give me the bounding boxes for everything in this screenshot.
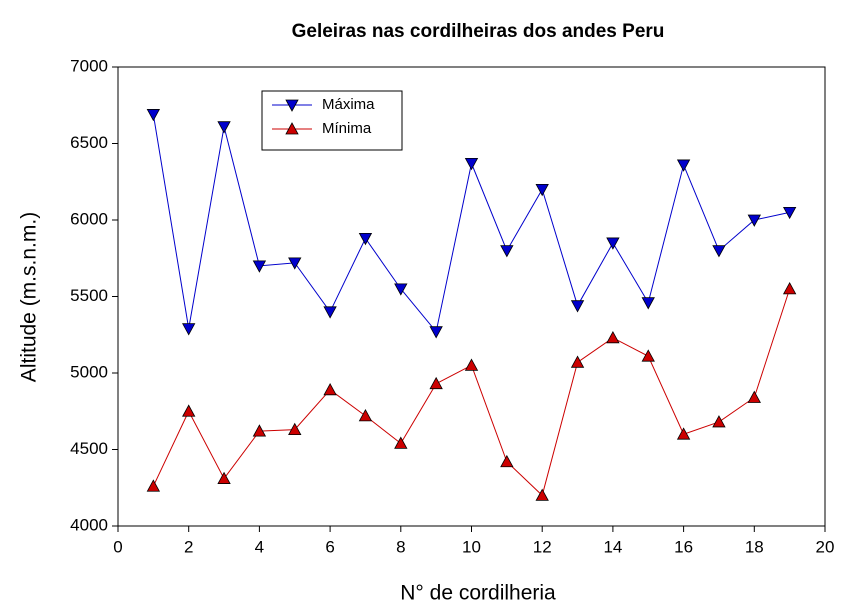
marker [288, 422, 302, 436]
x-tick-label: 18 [745, 537, 764, 556]
marker [712, 415, 726, 428]
x-tick-label: 8 [396, 537, 405, 556]
y-tick-label: 5000 [70, 362, 108, 381]
marker [712, 245, 726, 258]
marker [535, 488, 549, 501]
series-line [152, 288, 791, 497]
marker [606, 237, 620, 250]
y-tick-label: 7000 [70, 56, 108, 75]
y-tick-label: 6000 [70, 209, 108, 228]
marker [606, 330, 620, 344]
marker [641, 297, 655, 310]
marker [429, 326, 443, 339]
marker [676, 159, 691, 172]
marker [676, 427, 691, 440]
x-tick-label: 2 [184, 537, 193, 556]
marker [570, 300, 585, 313]
x-tick-label: 0 [113, 537, 122, 556]
x-tick-label: 6 [325, 537, 334, 556]
marker [641, 349, 655, 362]
marker [182, 323, 196, 336]
x-tick-label: 14 [603, 537, 622, 556]
x-tick-label: 16 [674, 537, 693, 556]
marker [358, 409, 373, 422]
marker [394, 283, 408, 296]
y-tick-label: 6500 [70, 133, 108, 152]
marker [747, 214, 761, 227]
marker [500, 454, 514, 468]
y-tick-label: 5500 [70, 286, 108, 305]
marker [146, 479, 161, 492]
chart-title: Geleiras nas cordilheiras dos andes Peru [292, 21, 665, 42]
marker [429, 376, 443, 390]
x-tick-label: 20 [816, 537, 835, 556]
x-axis-label: N° de cordilheria [400, 582, 556, 605]
marker [464, 157, 479, 171]
marker [500, 245, 514, 258]
marker [146, 109, 161, 122]
legend-marker [285, 122, 299, 135]
marker [464, 358, 479, 371]
marker [747, 390, 761, 403]
marker [217, 471, 231, 484]
y-axis-label: Altitude (m.s.n.m.) [18, 212, 41, 382]
legend-box [261, 90, 403, 151]
x-tick-label: 10 [462, 537, 481, 556]
marker [358, 232, 373, 246]
legend-label: Mínima [322, 120, 372, 137]
marker [394, 436, 408, 449]
marker [252, 424, 267, 437]
marker [570, 355, 585, 368]
legend-label: Máxima [322, 96, 375, 113]
marker [535, 183, 549, 197]
marker [782, 282, 797, 295]
marker [288, 257, 302, 270]
marker [182, 404, 196, 417]
marker [323, 306, 337, 319]
marker [323, 382, 337, 396]
plot-frame [117, 66, 826, 527]
marker [217, 121, 231, 134]
y-tick-label: 4000 [70, 515, 108, 534]
marker [782, 206, 797, 220]
series-line [152, 114, 790, 333]
marker [252, 260, 267, 273]
y-tick-label: 4500 [70, 439, 108, 458]
x-tick-label: 12 [533, 537, 552, 556]
x-tick-label: 4 [255, 537, 264, 556]
legend-marker [285, 99, 299, 112]
